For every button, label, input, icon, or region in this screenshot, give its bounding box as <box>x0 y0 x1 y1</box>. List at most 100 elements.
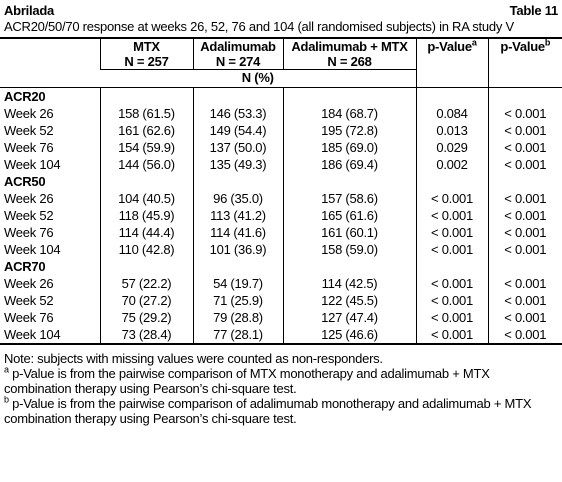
value-cell: 137 (50.0) <box>192 139 283 156</box>
data-row: Week 104 73 (28.4) 77 (28.1) 125 (46.6) < 0.… <box>0 326 562 344</box>
value-cell: 54 (19.7) <box>192 275 283 292</box>
value-cell: < 0.001 <box>415 241 488 258</box>
row-label: Week 52 <box>4 208 54 223</box>
value-cell: 114 (41.6) <box>192 224 283 241</box>
data-row: Week 52 161 (62.6) 149 (54.4) 195 (72.8) 0.0… <box>0 122 562 139</box>
value-cell: 75 (29.2) <box>99 309 193 326</box>
group-label: ACR50 <box>4 174 46 189</box>
empty-cell <box>282 173 416 190</box>
value-cell: < 0.001 <box>487 292 562 309</box>
group-row: ACR50 <box>0 173 562 190</box>
value-cell: 73 (28.4) <box>99 326 193 344</box>
row-label: Week 104 <box>4 327 61 342</box>
value-cell: < 0.001 <box>415 309 488 326</box>
column-name: Adalimumab + MTX <box>291 39 408 54</box>
row-label: Week 76 <box>4 310 54 325</box>
column-n: N = 257 <box>124 54 169 69</box>
value-cell: 161 (62.6) <box>99 122 193 139</box>
unit-cell: N (%) <box>100 69 416 88</box>
row-label: Week 26 <box>4 191 54 206</box>
table-label: Table 11 <box>509 3 559 18</box>
caption: ACR20/50/70 response at weeks 26, 52, 76… <box>4 19 514 34</box>
value-cell: < 0.001 <box>487 224 562 241</box>
footnote-text: p-Value is from the pairwise comparison … <box>4 366 490 396</box>
data-row: Week 26 104 (40.5) 96 (35.0) 157 (58.6) < 0.… <box>0 190 562 207</box>
data-row: Week 76 75 (29.2) 79 (28.8) 127 (47.4) < 0.0… <box>0 309 562 326</box>
footnote-mark: a <box>4 364 9 375</box>
value-cell: < 0.001 <box>487 139 562 156</box>
column-header: MTX N = 257 <box>99 38 193 70</box>
p-label: p-Value <box>500 39 545 54</box>
empty-cell <box>192 258 283 275</box>
unit-row: N (%) <box>0 69 562 88</box>
value-cell: < 0.001 <box>487 309 562 326</box>
empty-cell <box>415 87 488 105</box>
value-cell: 122 (45.5) <box>282 292 416 309</box>
value-cell: 104 (40.5) <box>99 190 193 207</box>
note: Note: subjects with missing values were … <box>4 351 383 366</box>
value-cell: < 0.001 <box>415 292 488 309</box>
value-cell: < 0.001 <box>487 122 562 139</box>
value-cell: 70 (27.2) <box>99 292 193 309</box>
value-cell: 96 (35.0) <box>192 190 283 207</box>
value-cell: < 0.001 <box>487 326 562 344</box>
value-cell: 186 (69.4) <box>282 156 416 173</box>
footnote: b p-Value is from the pairwise compariso… <box>4 395 558 426</box>
data-row: Week 26 158 (61.5) 146 (53.3) 184 (68.7) 0.0… <box>0 105 562 122</box>
empty-cell <box>487 173 562 190</box>
value-cell: 114 (42.5) <box>282 275 416 292</box>
value-cell: 154 (59.9) <box>99 139 193 156</box>
value-cell: < 0.001 <box>415 190 488 207</box>
value-cell: 113 (41.2) <box>192 207 283 224</box>
group-row: ACR20 <box>0 87 562 105</box>
data-row: Week 104 144 (56.0) 135 (49.3) 186 (69.4) 0.… <box>0 156 562 173</box>
value-cell: 195 (72.8) <box>282 122 416 139</box>
footnotes: Note: subjects with missing values were … <box>4 351 558 426</box>
empty-cell <box>487 87 562 105</box>
header: Abrilada Table 11 <box>4 3 558 19</box>
value-cell: 158 (59.0) <box>282 241 416 258</box>
value-cell: 149 (54.4) <box>192 122 283 139</box>
value-cell: 0.029 <box>415 139 488 156</box>
column-name: Adalimumab <box>200 39 276 54</box>
column-name: MTX <box>133 39 160 54</box>
value-cell: < 0.001 <box>487 190 562 207</box>
value-cell: 71 (25.9) <box>192 292 283 309</box>
value-cell: 101 (36.9) <box>192 241 283 258</box>
empty-cell <box>415 173 488 190</box>
value-cell: 135 (49.3) <box>192 156 283 173</box>
value-cell: 57 (22.2) <box>99 275 193 292</box>
value-cell: 125 (46.6) <box>282 326 416 344</box>
results-table: MTX N = 257 Adalimumab N = 274 Adalimumab + … <box>0 37 562 345</box>
group-row: ACR70 <box>0 258 562 275</box>
p-column-header: p-Valueb <box>487 37 562 88</box>
value-cell: 161 (60.1) <box>282 224 416 241</box>
p-sup: b <box>544 37 551 48</box>
header-row: MTX N = 257 Adalimumab N = 274 Adalimumab + … <box>0 38 562 88</box>
row-label: Week 26 <box>4 106 54 121</box>
empty-cell <box>192 173 283 190</box>
group-label: ACR20 <box>4 89 46 104</box>
p-label: p-Value <box>427 39 472 54</box>
column-n: N = 274 <box>215 54 261 69</box>
column-header: Adalimumab + MTX N = 268 <box>282 38 416 70</box>
value-cell: 158 (61.5) <box>99 105 193 122</box>
value-cell: < 0.001 <box>487 105 562 122</box>
value-cell: 118 (45.9) <box>99 207 193 224</box>
value-cell: < 0.001 <box>487 241 562 258</box>
empty-cell <box>282 87 416 105</box>
empty-cell <box>192 87 283 105</box>
value-cell: 157 (58.6) <box>282 190 416 207</box>
page: Abrilada Table 11 ACR20/50/70 response a… <box>0 3 562 482</box>
empty-cell <box>487 258 562 275</box>
value-cell: 165 (61.6) <box>282 207 416 224</box>
row-label: Week 76 <box>4 140 54 155</box>
title: Abrilada <box>4 3 55 18</box>
row-label: Week 104 <box>4 157 61 172</box>
footnote: a p-Value is from the pairwise compariso… <box>4 364 558 396</box>
value-cell: 184 (68.7) <box>282 105 416 122</box>
empty-cell <box>415 258 488 275</box>
value-cell: < 0.001 <box>487 207 562 224</box>
empty-cell <box>99 173 193 190</box>
data-row: Week 76 114 (44.4) 114 (41.6) 161 (60.1) < 0… <box>0 224 562 241</box>
